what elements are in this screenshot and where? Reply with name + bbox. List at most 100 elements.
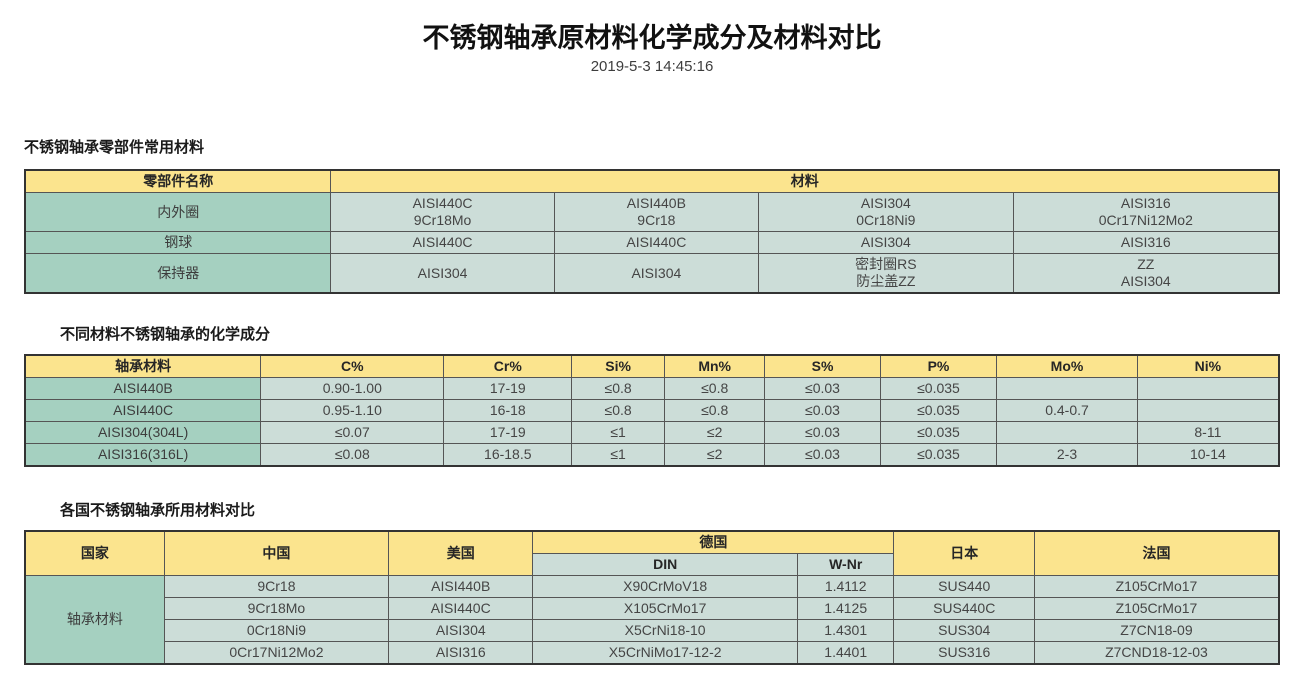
col-header-france: 法国 bbox=[1033, 530, 1280, 576]
table-cell: 10-14 bbox=[1136, 443, 1280, 467]
section-title-chemical-composition: 不同材料不锈钢轴承的化学成分 bbox=[60, 326, 271, 343]
cell-line: AISI304 bbox=[1120, 273, 1171, 289]
table-cell: 0.90-1.00 bbox=[260, 377, 445, 400]
table-cell: ≤2 bbox=[664, 443, 766, 467]
table-cell: X90CrMoV18 bbox=[532, 575, 798, 598]
row-label: AISI440B bbox=[24, 377, 262, 400]
table-row-cage: 保持器 AISI304 AISI304 密封圈RS 防尘盖ZZ ZZ AISI3… bbox=[24, 253, 1280, 294]
table-row-aisi440b: AISI440B 0.90-1.00 17-19 ≤0.8 ≤0.8 ≤0.03… bbox=[24, 377, 1280, 400]
table-cell: AISI304 0Cr18Ni9 bbox=[758, 192, 1014, 232]
table-row-aisi316: AISI316(316L) ≤0.08 16-18.5 ≤1 ≤2 ≤0.03 … bbox=[24, 443, 1280, 467]
table-cell: ≤0.07 bbox=[260, 421, 445, 444]
table-cell: ≤0.035 bbox=[879, 421, 998, 444]
cell-line: 0Cr17Ni12Mo2 bbox=[1098, 212, 1193, 228]
table-cell: SUS440C bbox=[893, 597, 1035, 620]
table-cell: Z105CrMo17 bbox=[1033, 597, 1280, 620]
chemical-composition-table: 轴承材料 C% Cr% Si% Mn% S% P% Mo% Ni% AISI44… bbox=[24, 354, 1280, 467]
table-cell: ≤0.03 bbox=[764, 399, 881, 422]
table-row-9cr18mo: 9Cr18Mo AISI440C X105CrMo17 1.4125 SUS44… bbox=[25, 597, 1280, 620]
table-row-aisi304: AISI304(304L) ≤0.07 17-19 ≤1 ≤2 ≤0.03 ≤0… bbox=[24, 421, 1280, 444]
parts-materials-table: 零部件名称 材料 内外圈 AISI440C 9Cr18Mo AISI440B 9… bbox=[24, 169, 1280, 294]
page: 不锈钢轴承原材料化学成分及材料对比 2019-5-3 14:45:16 不锈钢轴… bbox=[0, 16, 1303, 665]
col-header-cr: Cr% bbox=[443, 354, 573, 378]
table-header-row: 轴承材料 C% Cr% Si% Mn% S% P% Mo% Ni% bbox=[24, 354, 1280, 378]
cell-line: 防尘盖ZZ bbox=[856, 273, 916, 289]
table-cell: AISI304 bbox=[553, 253, 760, 294]
col-header-wnr: W-Nr bbox=[796, 553, 895, 576]
table-cell: X5CrNi18-10 bbox=[532, 619, 798, 642]
table-cell bbox=[1136, 399, 1280, 422]
cell-line: 9Cr18 bbox=[637, 212, 676, 228]
table-cell: ≤0.035 bbox=[879, 443, 998, 467]
table-cell: AISI440C 9Cr18Mo bbox=[330, 192, 555, 232]
table-cell: 1.4301 bbox=[796, 619, 895, 642]
table-cell: AISI316 0Cr17Ni12Mo2 bbox=[1012, 192, 1280, 232]
table-row-0cr18ni9: 0Cr18Ni9 AISI304 X5CrNi18-10 1.4301 SUS3… bbox=[25, 619, 1280, 642]
cell-line: 0Cr18Ni9 bbox=[856, 212, 916, 228]
section-title-country-comparison: 各国不锈钢轴承所用材料对比 bbox=[60, 502, 256, 519]
row-label: AISI304(304L) bbox=[24, 421, 262, 444]
table-row-9cr18: 轴承材料 9Cr18 AISI440B X90CrMoV18 1.4112 SU… bbox=[24, 575, 1280, 665]
table-cell: ≤1 bbox=[571, 421, 666, 444]
cell-line: AISI304 bbox=[860, 195, 911, 211]
cell-line: 9Cr18Mo bbox=[413, 212, 472, 228]
table-cell bbox=[996, 421, 1138, 444]
col-header-mo: Mo% bbox=[996, 354, 1138, 378]
table-cell: 16-18.5 bbox=[443, 443, 573, 467]
table-cell: ≤0.03 bbox=[764, 377, 881, 400]
col-header-si: Si% bbox=[571, 354, 666, 378]
table-header-row: 国家 中国 美国 德国 日本 法国 bbox=[24, 530, 1280, 576]
col-header-part-name: 零部件名称 bbox=[24, 169, 332, 193]
col-header-s: S% bbox=[764, 354, 881, 378]
table-cell: X5CrNiMo17-12-2 bbox=[532, 641, 798, 665]
cell-line: AISI440C bbox=[412, 195, 473, 211]
table-cell: 1.4125 bbox=[796, 597, 895, 620]
table-cell: Z105CrMo17 bbox=[1033, 575, 1280, 598]
table-cell: 2-3 bbox=[996, 443, 1138, 467]
col-header-japan: 日本 bbox=[893, 530, 1035, 576]
col-header-germany: 德国 bbox=[532, 530, 895, 554]
timestamp: 2019-5-3 14:45:16 bbox=[590, 58, 714, 75]
row-label: 内外圈 bbox=[24, 192, 332, 232]
section-title-parts-materials: 不锈钢轴承零部件常用材料 bbox=[24, 139, 205, 156]
table-cell: ≤0.035 bbox=[879, 399, 998, 422]
col-header-p: P% bbox=[879, 354, 998, 378]
table-cell: 9Cr18Mo bbox=[163, 597, 390, 620]
table-cell: 1.4112 bbox=[796, 575, 895, 598]
table-row-steel-ball: 钢球 AISI440C AISI440C AISI304 AISI316 bbox=[24, 231, 1280, 254]
table-cell: ≤0.03 bbox=[764, 421, 881, 444]
table-cell: 0.4-0.7 bbox=[996, 399, 1138, 422]
table-cell: ≤0.08 bbox=[260, 443, 445, 467]
col-header-usa: 美国 bbox=[388, 530, 534, 576]
table-row-inner-outer-ring: 内外圈 AISI440C 9Cr18Mo AISI440B 9Cr18 AISI… bbox=[24, 192, 1280, 232]
table-subheader-row: DIN W-Nr bbox=[25, 553, 1279, 576]
col-header-bearing-material: 轴承材料 bbox=[24, 354, 262, 378]
table-cell: 1.4401 bbox=[796, 641, 895, 665]
table-cell: 0.95-1.10 bbox=[260, 399, 445, 422]
table-cell: ZZ AISI304 bbox=[1012, 253, 1280, 294]
col-header-china: 中国 bbox=[163, 530, 390, 576]
country-comparison-table: 国家 中国 美国 德国 日本 法国 DIN W-Nr 轴承材料 9Cr18 AI… bbox=[24, 530, 1280, 665]
table-cell: 9Cr18 bbox=[163, 575, 390, 598]
table-cell bbox=[996, 377, 1138, 400]
table-cell: AISI440C bbox=[553, 231, 760, 254]
table-cell: SUS304 bbox=[893, 619, 1035, 642]
col-header-material: 材料 bbox=[330, 169, 1280, 193]
table-cell: ≤0.8 bbox=[664, 399, 766, 422]
table-cell: 8-11 bbox=[1136, 421, 1280, 444]
page-title: 不锈钢轴承原材料化学成分及材料对比 bbox=[422, 23, 882, 53]
table-header-row: 零部件名称 材料 bbox=[24, 169, 1280, 193]
col-header-din: DIN bbox=[532, 553, 798, 576]
col-header-c: C% bbox=[260, 354, 445, 378]
col-header-mn: Mn% bbox=[664, 354, 766, 378]
table-cell: ≤1 bbox=[571, 443, 666, 467]
table-cell: AISI304 bbox=[330, 253, 555, 294]
table-cell: AISI440C bbox=[388, 597, 534, 620]
table-cell: ≤0.035 bbox=[879, 377, 998, 400]
table-cell: 0Cr18Ni9 bbox=[163, 619, 390, 642]
cell-line: ZZ bbox=[1137, 256, 1155, 272]
table-cell: SUS316 bbox=[893, 641, 1035, 665]
table-row-aisi440c: AISI440C 0.95-1.10 16-18 ≤0.8 ≤0.8 ≤0.03… bbox=[24, 399, 1280, 422]
table-cell: AISI440B 9Cr18 bbox=[553, 192, 760, 232]
table-cell: 17-19 bbox=[443, 421, 573, 444]
